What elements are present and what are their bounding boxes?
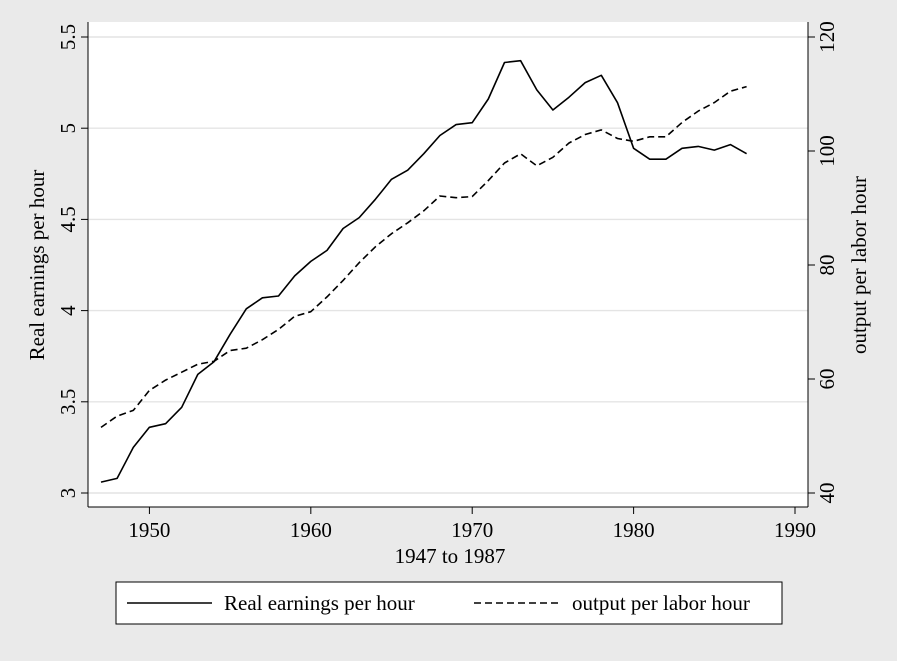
y-left-tick-label-0: 3 <box>56 488 80 499</box>
axis-layer: 1950 1960 1970 1980 1990 3 3.5 4 4.5 5 5.5 40 60 80 10… <box>56 21 839 542</box>
label-layer: 1947 to 1987 Real earnings per hour outp… <box>25 170 871 568</box>
series-line-0 <box>100 59 747 483</box>
series-line-1 <box>100 85 747 429</box>
x-tick-label-3: 1980 <box>613 518 655 542</box>
y-axis-label-right: output per labor hour <box>847 176 871 354</box>
y-left-tick-label-3: 4.5 <box>56 206 80 232</box>
legend-box <box>115 581 783 625</box>
y-left-tick-label-4: 5 <box>56 123 80 134</box>
grid-layer <box>88 36 808 494</box>
y-right-tick-label-3: 100 <box>815 135 839 167</box>
y-right-tick-label-2: 80 <box>815 255 839 276</box>
y-right-tick-label-1: 60 <box>815 369 839 390</box>
y-right-tick-label-4: 120 <box>815 21 839 53</box>
legend-label-real-earnings: Real earnings per hour <box>224 591 415 615</box>
y-left-tick-label-2: 4 <box>56 305 80 316</box>
y-left-tick-label-5: 5.5 <box>56 24 80 50</box>
y-left-tick-label-1: 3.5 <box>56 389 80 415</box>
plot-area <box>88 22 808 507</box>
x-tick-label-4: 1990 <box>774 518 816 542</box>
y-axis-label-left: Real earnings per hour <box>25 170 49 361</box>
series-layer <box>100 59 747 483</box>
y-right-tick-label-0: 40 <box>815 483 839 504</box>
legend: Real earnings per hour output per labor … <box>115 581 783 625</box>
x-tick-label-1: 1960 <box>290 518 332 542</box>
x-tick-label-0: 1950 <box>128 518 170 542</box>
legend-label-output: output per labor hour <box>572 591 750 615</box>
x-axis-label: 1947 to 1987 <box>395 544 506 568</box>
x-tick-label-2: 1970 <box>451 518 493 542</box>
